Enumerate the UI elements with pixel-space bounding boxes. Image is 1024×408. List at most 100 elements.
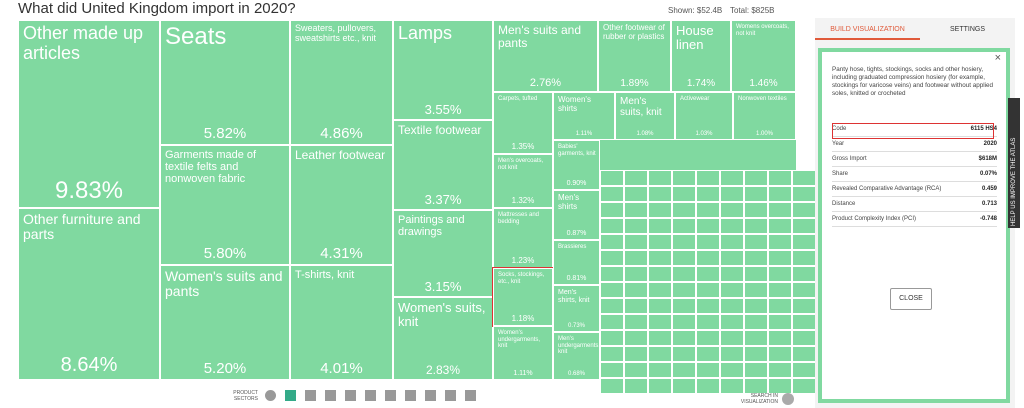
tile[interactable]: Nonwoven textiles 1.00% [733,92,796,140]
close-button[interactable]: CLOSE [890,288,932,310]
info-key: Share [832,171,849,177]
small-tile [672,170,696,186]
small-tile [768,378,792,394]
small-tile [648,298,672,314]
small-tile [768,298,792,314]
tile[interactable]: Paintings and drawings 3.15% [393,210,493,297]
small-tile [648,346,672,362]
search-button[interactable] [782,393,794,405]
small-tile [768,282,792,298]
small-tile [792,250,816,266]
tile[interactable]: House linen 1.74% [671,20,731,92]
tile[interactable]: Men's shirts, knit 0.73% [553,285,600,332]
tile-share: 5.20% [203,360,247,377]
tile[interactable]: Carpets, tufted 1.35% [493,92,553,154]
tile[interactable]: Women's suits, knit 2.83% [393,297,493,380]
small-tile [648,266,672,282]
tile[interactable]: Women's undergarments, knit 1.11% [493,326,553,380]
small-tile [792,362,816,378]
small-tile [624,362,648,378]
tile[interactable]: Women's suits and pants 5.20% [160,265,290,380]
tile-share: 5.80% [203,245,247,262]
small-tile [624,266,648,282]
small-tile [768,202,792,218]
small-tile [768,218,792,234]
tab[interactable]: SETTINGS [949,26,985,33]
tile[interactable]: Other made up articles 9.83% [18,20,160,208]
small-tile [672,218,696,234]
tile[interactable]: Other furniture and parts 8.64% [18,208,160,380]
close-x[interactable]: × [994,52,1001,64]
tile[interactable]: Brassieres 0.81% [553,240,600,285]
small-tile [768,314,792,330]
tab[interactable]: BUILD VISUALIZATION [815,18,920,40]
small-tile [720,234,744,250]
tile[interactable]: Other footwear of rubber or plastics 1.89… [598,20,671,92]
tile-label: Men's overcoats, not knit [498,158,544,171]
tile-label: Other made up articles [23,23,144,63]
tile[interactable]: Womens overcoats, not knit 1.46% [731,20,796,92]
small-tile [672,346,696,362]
small-tile [600,298,624,314]
tile[interactable]: Lamps 3.55% [393,20,493,120]
tile-share: 0.68% [567,371,585,377]
info-row: Share 0.07% [832,167,997,182]
small-tile [792,186,816,202]
tile[interactable]: Seats 5.82% [160,20,290,145]
small-tile [600,266,624,282]
small-tile [720,250,744,266]
small-tile [648,282,672,298]
tile-label: Other footwear of rubber or plastics [603,23,665,41]
small-tile [624,330,648,346]
tile-label: Textile footwear [398,123,482,137]
small-tile [768,266,792,282]
tile[interactable]: Women's shirts 1.11% [553,92,615,140]
small-tile [672,202,696,218]
small-tile [744,202,768,218]
tile[interactable]: Activewear 1.03% [675,92,733,140]
tile-label: Women's undergarments, knit [498,330,541,350]
tile[interactable]: Babies' garments, knit 0.90% [553,140,600,190]
tile[interactable]: Garments made of textile felts and nonwo… [160,145,290,265]
tile[interactable]: Mattresses and bedding 1.23% [493,208,553,268]
small-tile [792,266,816,282]
tile[interactable]: Men's shirts 0.87% [553,190,600,240]
tile-share: 1.32% [511,196,535,205]
tile[interactable]: Leather footwear 4.31% [290,145,393,265]
tile[interactable]: Sweaters, pullovers, sweatshirts etc., k… [290,20,393,145]
tile[interactable]: Men's suits and pants 2.76% [493,20,598,92]
sector-icons[interactable] [265,390,515,404]
tile[interactable]: Socks, stockings, etc., knit 1.18% [492,267,554,327]
help-tab[interactable]: HELP US IMPROVE THE ATLAS [1008,98,1020,228]
info-key: Year [832,141,845,147]
small-tile [624,250,648,266]
small-tile [672,298,696,314]
tile[interactable]: Men's undergarments, knit 0.68% [553,332,600,380]
small-tile [720,314,744,330]
small-tile [744,170,768,186]
tile-share: 2.76% [529,77,562,89]
tile-label: Womens overcoats, not knit [736,24,789,37]
tile[interactable]: Men's overcoats, not knit 1.32% [493,154,553,208]
tile[interactable]: T-shirts, knit 4.01% [290,265,393,380]
small-tile [696,266,720,282]
small-tile [672,330,696,346]
info-key: Code [832,126,847,132]
small-tile [648,362,672,378]
tile-label: Men's undergarments, knit [558,336,600,356]
tile-share: 1.11% [575,131,593,137]
tile-label: Men's suits, knit [620,96,662,118]
tile-share: 0.90% [566,180,587,187]
small-tile [696,362,720,378]
small-tile [600,218,624,234]
tile-share: 0.81% [566,275,587,282]
tile[interactable]: Men's suits, knit 1.08% [615,92,675,140]
small-tile [648,202,672,218]
tile-label: Men's suits and pants [498,23,581,51]
small-tile [600,362,624,378]
title: What did United Kingdom import in 2020? [18,0,296,17]
tile[interactable]: Textile footwear 3.37% [393,120,493,210]
small-tile [672,266,696,282]
info-value: $618M [978,156,997,162]
